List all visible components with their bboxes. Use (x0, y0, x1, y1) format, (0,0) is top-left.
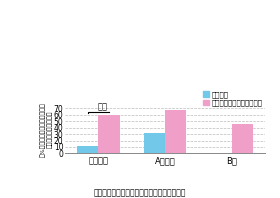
Text: ＊＊: ＊＊ (97, 103, 108, 112)
Text: 血中の総タンパク質値が平均値未満の高齢者: 血中の総タンパク質値が平均値未満の高齢者 (94, 188, 186, 197)
Bar (98, 115, 120, 153)
Legend: 非摄取群, シスチン・テアニン摄取群: 非摄取群, シスチン・テアニン摄取群 (202, 90, 263, 107)
Bar (77, 146, 98, 153)
Y-axis label: （%）感染防御に有効な抗体を
獲得した高齢者の割合: （%）感染防御に有効な抗体を 獲得した高齢者の割合 (40, 102, 52, 157)
Bar (232, 124, 253, 153)
Bar (144, 133, 165, 153)
Bar (165, 110, 186, 153)
